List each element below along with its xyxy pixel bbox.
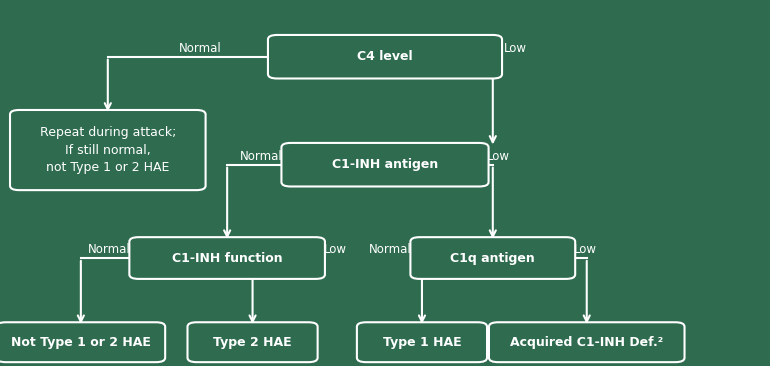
Text: Type 1 HAE: Type 1 HAE bbox=[383, 336, 461, 349]
Text: Low: Low bbox=[487, 150, 510, 163]
Text: Normal: Normal bbox=[369, 243, 412, 256]
Text: Normal: Normal bbox=[240, 150, 283, 163]
Text: Repeat during attack;
If still normal,
not Type 1 or 2 HAE: Repeat during attack; If still normal, n… bbox=[39, 126, 176, 174]
Text: Normal: Normal bbox=[88, 243, 131, 256]
FancyBboxPatch shape bbox=[410, 237, 575, 279]
Text: Acquired C1-INH Def.²: Acquired C1-INH Def.² bbox=[510, 336, 664, 349]
Text: Low: Low bbox=[504, 42, 527, 55]
Text: C1-INH function: C1-INH function bbox=[172, 251, 283, 265]
FancyBboxPatch shape bbox=[268, 35, 502, 79]
FancyBboxPatch shape bbox=[188, 322, 317, 362]
Text: Not Type 1 or 2 HAE: Not Type 1 or 2 HAE bbox=[11, 336, 151, 349]
Text: C1-INH antigen: C1-INH antigen bbox=[332, 158, 438, 171]
Text: Low: Low bbox=[574, 243, 597, 256]
Text: C1q antigen: C1q antigen bbox=[450, 251, 535, 265]
FancyBboxPatch shape bbox=[489, 322, 685, 362]
Text: Low: Low bbox=[323, 243, 346, 256]
FancyBboxPatch shape bbox=[129, 237, 325, 279]
Text: Type 2 HAE: Type 2 HAE bbox=[213, 336, 292, 349]
FancyBboxPatch shape bbox=[0, 322, 165, 362]
Text: Normal: Normal bbox=[179, 42, 222, 55]
Text: C4 level: C4 level bbox=[357, 50, 413, 63]
FancyBboxPatch shape bbox=[282, 143, 489, 186]
FancyBboxPatch shape bbox=[10, 110, 206, 190]
FancyBboxPatch shape bbox=[357, 322, 487, 362]
